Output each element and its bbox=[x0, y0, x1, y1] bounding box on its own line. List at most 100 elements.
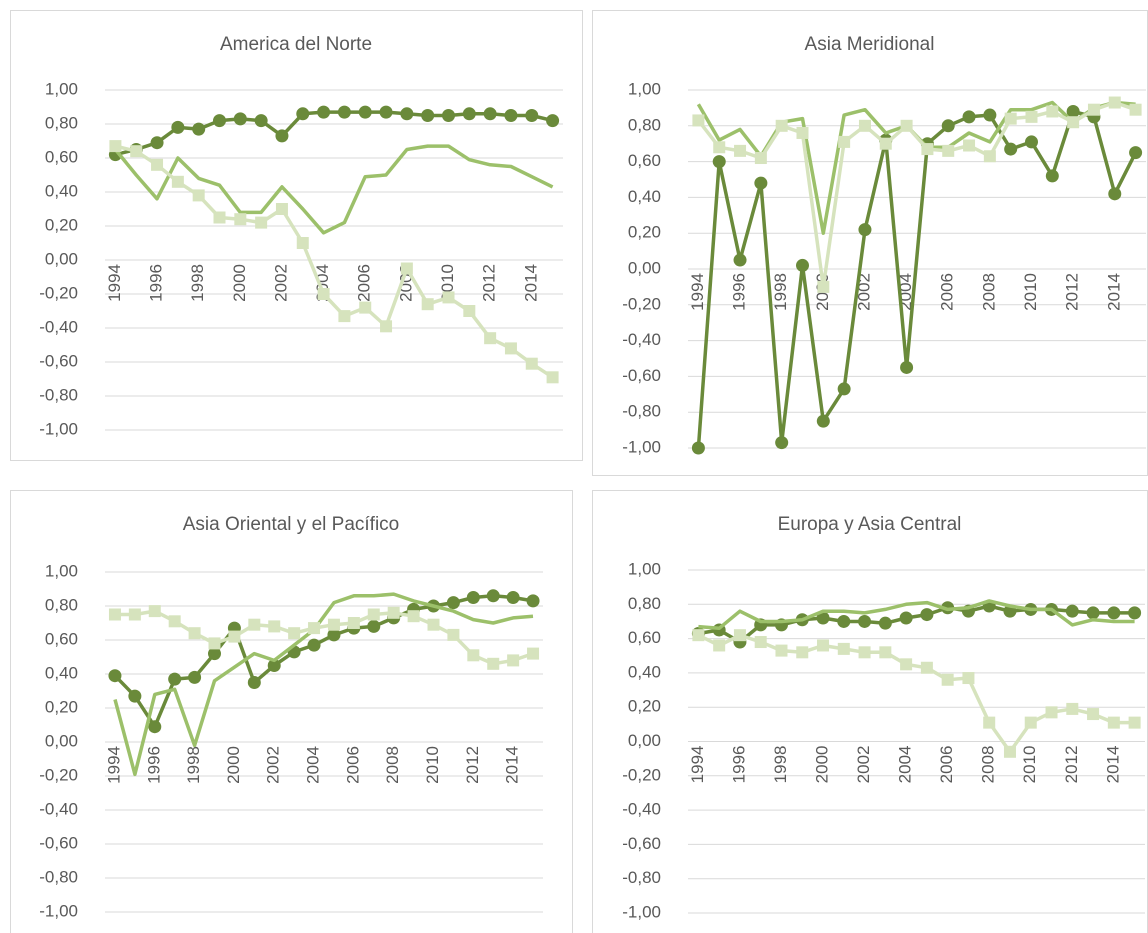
x-tick-label: 1998 bbox=[184, 746, 203, 784]
x-tick-label: 1994 bbox=[105, 264, 124, 302]
y-tick-label: 0,60 bbox=[45, 629, 78, 648]
point bbox=[775, 644, 788, 657]
point bbox=[208, 647, 221, 661]
y-tick-label: 1,00 bbox=[628, 79, 661, 98]
y-tick-label: 0,60 bbox=[45, 147, 78, 166]
point bbox=[942, 144, 955, 157]
x-tick-label: 2008 bbox=[383, 746, 402, 784]
point bbox=[484, 332, 497, 345]
series-line bbox=[113, 592, 534, 777]
point bbox=[713, 639, 726, 652]
point bbox=[171, 175, 184, 188]
point bbox=[427, 618, 440, 631]
point bbox=[327, 628, 341, 642]
point bbox=[941, 119, 955, 133]
y-tick-label: 1,00 bbox=[45, 561, 78, 580]
point bbox=[130, 145, 143, 158]
point bbox=[816, 414, 830, 428]
point bbox=[248, 618, 261, 631]
point bbox=[941, 673, 954, 686]
x-tick-label: 2006 bbox=[937, 746, 956, 784]
y-tick-label: -0,60 bbox=[622, 366, 661, 385]
point bbox=[487, 657, 500, 670]
panel-border bbox=[592, 10, 1148, 476]
point bbox=[400, 262, 413, 275]
point bbox=[255, 216, 268, 229]
series-line bbox=[114, 144, 554, 379]
y-tick-label: 0,00 bbox=[45, 731, 78, 750]
y-tick-label: 0,60 bbox=[628, 151, 661, 170]
x-tick-label: 2002 bbox=[264, 746, 283, 784]
point bbox=[483, 107, 497, 121]
y-tick-label: 0,40 bbox=[45, 663, 78, 682]
point bbox=[1087, 103, 1100, 116]
point bbox=[380, 320, 393, 333]
y-tick-label: -0,80 bbox=[622, 868, 661, 887]
point bbox=[233, 112, 247, 126]
point bbox=[128, 689, 142, 703]
series-line bbox=[696, 109, 1138, 449]
point bbox=[463, 305, 476, 317]
chart-panel: America del Norte -1,00 -0,80 -0,60 -0,40 -0,… bbox=[10, 10, 583, 461]
chart-title: Europa y Asia Central bbox=[778, 514, 962, 535]
point bbox=[442, 109, 455, 122]
point bbox=[900, 360, 914, 374]
y-tick-label: -0,40 bbox=[39, 317, 78, 336]
y-tick-label: 0,00 bbox=[628, 258, 661, 277]
series-line bbox=[114, 144, 554, 235]
point bbox=[775, 436, 789, 450]
x-tick-label: 2000 bbox=[224, 746, 243, 784]
y-tick-label: -0,40 bbox=[622, 800, 661, 819]
x-tick-label: 1998 bbox=[188, 264, 207, 302]
x-tick-label: 2014 bbox=[1104, 273, 1123, 311]
point bbox=[367, 619, 381, 633]
point bbox=[817, 280, 830, 293]
point bbox=[754, 152, 767, 165]
chart-title: Asia Meridional bbox=[805, 34, 935, 55]
x-tick-label: 2010 bbox=[1021, 273, 1040, 311]
x-tick-label: 2012 bbox=[480, 264, 499, 302]
point bbox=[1128, 716, 1141, 729]
point bbox=[1129, 146, 1143, 160]
chart-panel: Asia Meridional -1,00 -0,80 -0,60 -0,40 -0,20… bbox=[592, 10, 1148, 476]
point bbox=[462, 107, 476, 121]
point bbox=[150, 136, 164, 150]
point bbox=[775, 119, 788, 132]
point bbox=[247, 676, 261, 689]
point bbox=[1108, 187, 1122, 201]
point bbox=[525, 357, 538, 370]
x-tick-label: 1994 bbox=[688, 273, 707, 311]
point bbox=[213, 211, 226, 224]
y-tick-label: 0,20 bbox=[45, 697, 78, 716]
y-tick-label: 0,80 bbox=[45, 595, 78, 614]
point bbox=[878, 616, 892, 630]
point bbox=[1128, 606, 1142, 620]
x-tick-label: 2002 bbox=[854, 746, 873, 784]
point bbox=[379, 105, 393, 119]
point bbox=[1045, 706, 1058, 719]
point bbox=[1107, 606, 1121, 620]
point bbox=[1025, 135, 1038, 149]
point bbox=[421, 109, 435, 122]
y-tick-label: 0,00 bbox=[45, 249, 78, 268]
x-tick-label: 2014 bbox=[503, 746, 522, 784]
point bbox=[192, 122, 206, 136]
y-tick-label: -0,80 bbox=[622, 402, 661, 421]
point bbox=[527, 647, 540, 660]
point bbox=[858, 223, 872, 237]
point bbox=[900, 658, 913, 671]
y-tick-label: 0,80 bbox=[628, 594, 661, 613]
point bbox=[920, 608, 934, 622]
y-tick-label: -1,00 bbox=[39, 419, 78, 438]
y-tick-label: -0,60 bbox=[39, 351, 78, 370]
y-tick-label: -0,20 bbox=[39, 283, 78, 302]
x-tick-label: 2010 bbox=[1020, 746, 1039, 784]
point bbox=[837, 614, 851, 628]
x-tick-label: 2006 bbox=[938, 273, 957, 311]
y-tick-label: 1,00 bbox=[628, 559, 661, 578]
point bbox=[838, 135, 851, 148]
point bbox=[407, 610, 420, 623]
chart-title: America del Norte bbox=[220, 34, 372, 55]
point bbox=[467, 649, 480, 662]
point bbox=[234, 213, 247, 226]
